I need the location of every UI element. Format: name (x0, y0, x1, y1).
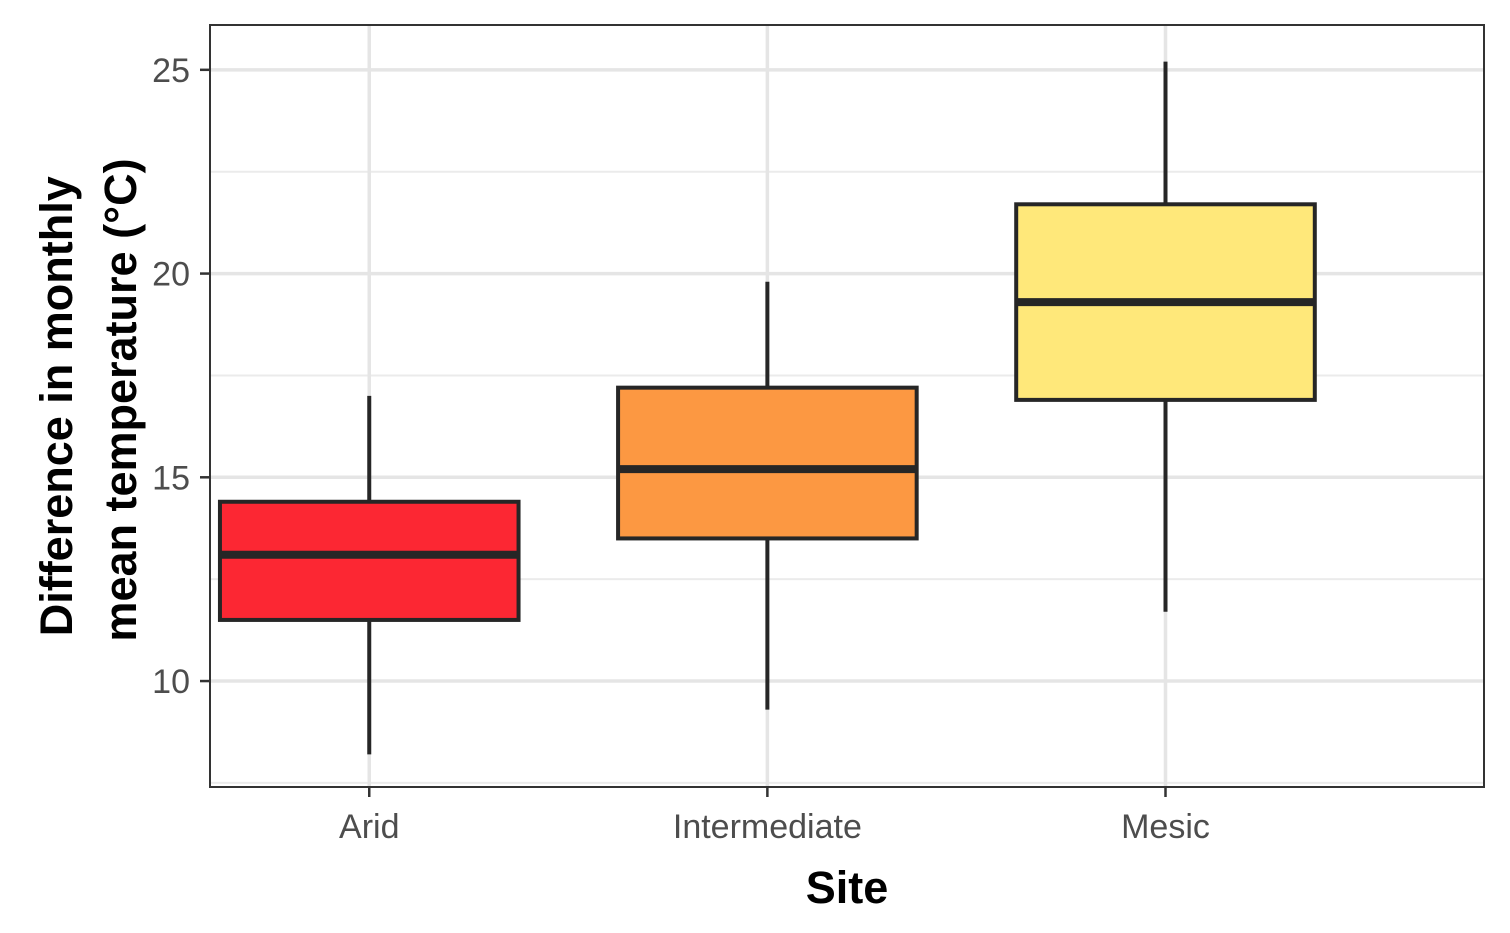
x-tick-label: Mesic (1121, 808, 1210, 846)
x-axis-ticks: Arid Intermediate Mesic (339, 787, 1210, 846)
plot-panel-border (209, 24, 1485, 788)
y-tick-label: 10 (152, 663, 190, 701)
x-tick-label: Intermediate (673, 808, 862, 846)
y-tick-label: 25 (152, 52, 190, 90)
box-group (217, 61, 1317, 755)
box-rect (217, 499, 521, 622)
y-axis-ticks: 10 15 20 25 (152, 52, 210, 701)
box-arid (217, 395, 521, 755)
y-tick-label: 20 (152, 256, 190, 294)
y-axis-title-line-2: mean temperature (°C) (95, 158, 146, 641)
x-axis-title: Site (806, 862, 889, 913)
y-axis-title-line-1: Difference in monthly (31, 176, 82, 636)
y-axis-title: Difference in monthly mean temperature (… (31, 158, 146, 641)
y-tick-label: 15 (152, 459, 190, 497)
box-rect (616, 385, 919, 541)
box-intermediate (616, 281, 919, 710)
box-mesic (1014, 61, 1317, 612)
x-tick-label: Arid (339, 808, 399, 846)
